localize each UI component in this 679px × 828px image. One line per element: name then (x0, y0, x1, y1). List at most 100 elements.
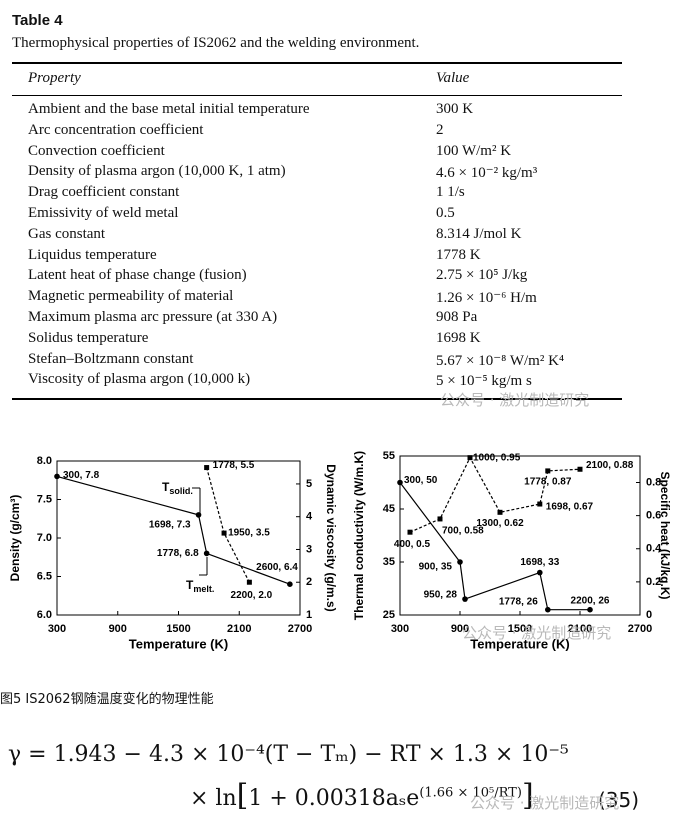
table-cell: 0.5 (436, 205, 455, 221)
table-cell: Density of plasma argon (10,000 K, 1 atm… (28, 163, 286, 180)
y-axis-label: Thermal conductivity (W/m.K) (352, 451, 366, 620)
y2-tick-label: 3 (306, 543, 312, 555)
value-label: 2600, 6.4 (256, 562, 298, 573)
marker (54, 473, 60, 480)
marker (407, 529, 413, 535)
equation-line: γ = 1.943 − 4.3 × 10⁻⁴(T − Tₘ) − RT × 1.… (8, 742, 569, 767)
rule (12, 398, 622, 400)
y2-tick-label: 0 (646, 609, 652, 621)
value-label: 1698, 0.67 (546, 502, 594, 513)
y-tick-label: 35 (383, 556, 395, 568)
marker (397, 479, 403, 486)
value-label: 2200, 26 (571, 595, 610, 606)
equation-part: × ln (190, 786, 237, 811)
table-cell: 908 Pa (436, 309, 478, 325)
series-line (206, 467, 250, 583)
marker (457, 559, 463, 565)
table-cell: Latent heat of phase change (fusion) (28, 267, 247, 284)
x-tick-label: 300 (391, 623, 409, 635)
watermark: 公众号 · 激光制造研究 (470, 794, 620, 812)
y2-tick-label: 0.4 (646, 543, 662, 555)
value-label: 950, 28 (424, 590, 458, 601)
bracket: ] (521, 778, 534, 813)
table-cell: 5.67 × 10⁻⁸ W/m² K⁴ (436, 352, 565, 369)
equation-part: 1 + 0.00318aₛe (248, 786, 420, 811)
annotation-text: T (162, 480, 170, 494)
x-tick-label: 300 (48, 623, 66, 635)
equation-line: × ln[1 + 0.00318aₛe(1.66 × 10⁵/RT)] (190, 778, 534, 813)
table-cell: Magnetic permeability of material (28, 288, 234, 305)
value-label: 700, 0.58 (442, 526, 484, 537)
value-label: 900, 35 (419, 562, 453, 573)
value-label: 1000, 0.95 (473, 452, 521, 463)
table-cell: Drag coefficient constant (28, 184, 180, 201)
annotation-subscript: melt. (193, 584, 214, 594)
marker (577, 466, 583, 472)
bracket: [ (236, 778, 249, 813)
marker (545, 468, 551, 474)
y2-tick-label: 0.8 (646, 476, 661, 488)
y-tick-label: 55 (383, 450, 395, 462)
marker (246, 579, 252, 585)
y-tick-label: 45 (383, 503, 395, 515)
x-tick-label: 2100 (227, 623, 251, 635)
table-cell: Arc concentration coefficient (28, 121, 204, 138)
marker (204, 465, 210, 471)
table-cell: Maximum plasma arc pressure (at 330 A) (28, 309, 278, 325)
table-cell: 300 K (436, 101, 474, 117)
value-label: 400, 0.5 (394, 539, 431, 550)
value-label: 2200, 2.0 (231, 590, 273, 601)
y-axis-label: Density (g/cm³) (8, 495, 22, 582)
value-label: 1300, 0.62 (476, 518, 524, 529)
annotation: Tsolid. (162, 480, 193, 496)
marker (497, 509, 503, 515)
value-label: 2100, 0.88 (586, 460, 634, 471)
x-tick-label: 2700 (628, 623, 652, 635)
x-tick-label: 2700 (288, 623, 312, 635)
table-cell: Stefan–Boltzmann constant (28, 350, 194, 367)
watermark: 公众号 · 激光制造研究 (440, 391, 590, 409)
value-label: 1778, 6.8 (157, 548, 199, 559)
value-label: 1778, 0.87 (524, 477, 572, 488)
x-tick-label: 1500 (166, 623, 190, 635)
table-cell: Ambient and the base metal initial tempe… (28, 101, 310, 117)
table-cell: 5 × 10⁻⁵ kg/m s (436, 373, 532, 390)
table-caption: Thermophysical properties of IS2062 and … (12, 35, 420, 51)
marker (287, 581, 293, 587)
y2-tick-label: 0.2 (646, 576, 661, 588)
y-tick-label: 6.0 (37, 609, 52, 621)
marker (587, 606, 593, 613)
x-tick-label: 2100 (568, 623, 592, 635)
table-title: Table 4 (12, 12, 63, 29)
value-label: 1778, 5.5 (213, 460, 255, 471)
marker (537, 569, 543, 576)
y-tick-label: 7.5 (37, 493, 52, 505)
figure-caption: 图5 IS2062钢随温度变化的物理性能 (0, 692, 214, 707)
y-tick-label: 7.0 (37, 532, 52, 544)
header-cell: Property (28, 70, 81, 86)
rule (12, 95, 622, 96)
series-line (399, 482, 590, 611)
marker (195, 512, 202, 518)
y-tick-label: 25 (383, 609, 395, 621)
y2-axis-label: Dynamic viscosity (g/m.s) (324, 464, 338, 611)
marker (221, 530, 227, 536)
table-cell: Emissivity of weld metal (28, 205, 179, 221)
marker (467, 455, 473, 461)
value-label: 1950, 3.5 (228, 528, 270, 539)
rule (12, 62, 622, 64)
series-line (56, 475, 291, 585)
value-label: 1698, 33 (520, 557, 559, 568)
table-cell: 1.26 × 10⁻⁶ H/m (436, 290, 537, 307)
table-cell: Solidus temperature (28, 329, 149, 346)
x-axis-label: Temperature (K) (129, 636, 228, 651)
y2-tick-label: 1 (306, 609, 312, 621)
x-tick-label: 900 (109, 623, 127, 635)
annotation-text: T (186, 578, 194, 592)
header-cell: Value (436, 70, 470, 86)
table-cell: 1 1/s (436, 184, 465, 201)
marker (537, 501, 543, 507)
table-cell: Viscosity of plasma argon (10,000 k) (28, 371, 251, 388)
annotation: Tmelt. (186, 578, 214, 594)
